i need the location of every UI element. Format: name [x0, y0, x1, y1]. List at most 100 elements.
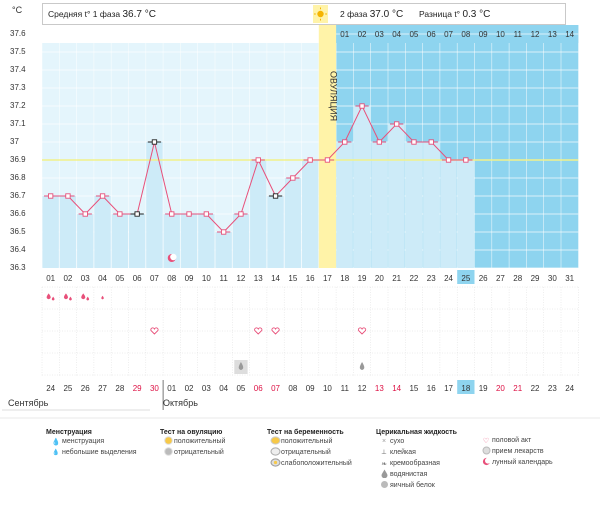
- legend-label: клейкая: [390, 449, 416, 456]
- cycle-day-label: 31: [565, 274, 574, 283]
- temperature-bar: [59, 196, 77, 268]
- cycle-day-label: 27: [496, 274, 505, 283]
- legend-cervical: Церикальная жидкость × сухо ⟂ клейкая ❧ кре…: [376, 429, 457, 491]
- diff-value: 0.3 °C: [462, 9, 491, 20]
- legend-title: Церикальная жидкость: [376, 429, 457, 436]
- header-phase2-bg: [330, 4, 565, 24]
- legend-other: ♡ половой акт прием лекарств лунный кален…: [480, 435, 553, 468]
- y-tick-label: 37.4: [10, 65, 26, 74]
- cycle-day-label: 21: [392, 274, 401, 283]
- temperature-point: [134, 211, 140, 217]
- temperature-point: [82, 211, 88, 217]
- temperature-bar: [250, 160, 267, 268]
- current-day-highlight: [457, 270, 475, 284]
- intercourse-heart-icon: [254, 327, 263, 335]
- temperature-point: [65, 193, 71, 199]
- menstruation-drop-icon: [81, 293, 86, 300]
- y-tick-label: 36.7: [10, 191, 26, 200]
- temperature-bar: [163, 214, 180, 268]
- month-label-october: Октябрь: [163, 398, 198, 408]
- temperature-point: [203, 211, 209, 217]
- temperature-point: [272, 193, 279, 199]
- intercourse-heart-icon: [150, 327, 159, 335]
- menstruation-drop-icon: [63, 293, 68, 300]
- cycle-day-label: 01: [46, 274, 55, 283]
- temperature-point: [290, 175, 296, 181]
- menstruation-drop-icon: [69, 296, 72, 301]
- cycle-day-label: 29: [531, 274, 540, 283]
- calendar-date-label: 06: [254, 384, 263, 393]
- day-row-background: [42, 270, 579, 284]
- calendar-date-label: 21: [513, 384, 522, 393]
- phase2-day-label: 04: [392, 30, 401, 39]
- calendar-date-label: 05: [236, 384, 245, 393]
- temperature-bar: [146, 142, 163, 268]
- legend-label: положительный: [174, 438, 226, 445]
- temperature-point: [255, 157, 261, 163]
- drop-large-icon: 💧: [51, 438, 61, 446]
- month-label-september: Сентябрь: [8, 398, 49, 408]
- y-tick-label: 37.6: [10, 29, 26, 38]
- temperature-bar: [457, 160, 474, 268]
- menstruation-drop-icon: [51, 296, 55, 301]
- cycle-day-label: 10: [202, 274, 211, 283]
- temperature-point: [99, 193, 106, 199]
- phase2-day-label: 05: [409, 30, 418, 39]
- sun-icon: [313, 5, 328, 23]
- calendar-date-label: 13: [375, 384, 384, 393]
- calendar-date-label: 08: [288, 384, 297, 393]
- temperature-bar: [94, 196, 111, 268]
- calendar-date-label: 25: [63, 384, 72, 393]
- legend-label: отрицательный: [174, 449, 224, 456]
- calendar-date-label: 12: [358, 384, 367, 393]
- calendar-date-label: 17: [444, 384, 453, 393]
- phase2-day-label: 03: [375, 30, 384, 39]
- cycle-day-label: 19: [358, 274, 367, 283]
- dry-icon: ×: [381, 438, 387, 445]
- watery-icon: [378, 469, 390, 480]
- cycle-day-label: 26: [479, 274, 488, 283]
- temperature-point: [186, 211, 192, 217]
- cycle-day-label: 25: [461, 274, 470, 283]
- calendar-date-label: 07: [271, 384, 280, 393]
- cycle-day-label: 05: [115, 274, 124, 283]
- temperature-point: [307, 157, 313, 163]
- phase2-day-label: 13: [548, 30, 557, 39]
- calendar-date-label: 14: [392, 384, 401, 393]
- calendar-date-label: 27: [98, 384, 107, 393]
- phase2-day-label: 14: [565, 30, 574, 39]
- calendar-date-label: 23: [548, 384, 557, 393]
- egg-white-icon: [378, 480, 390, 491]
- cycle-day-label: 24: [444, 274, 453, 283]
- diff-label: Разница t°: [419, 9, 461, 19]
- phase1-label: Средняя t° 1 фаза: [48, 9, 121, 19]
- temperature-bar: [440, 160, 457, 268]
- phase2-day-label: 10: [496, 30, 505, 39]
- temperature-point: [117, 211, 123, 217]
- calendar-date-label: 24: [46, 384, 55, 393]
- y-tick-label: 36.5: [10, 227, 26, 236]
- legend-label: прием лекарств: [492, 448, 544, 455]
- phase1-value: 36.7 °C: [122, 9, 156, 20]
- unit-label: °C: [12, 5, 23, 15]
- cycle-day-label: 08: [167, 274, 176, 283]
- calendar-date-label: 18: [461, 384, 470, 393]
- legend-ovulation-test: Тест на овуляцию положительный отрицател…: [160, 429, 225, 458]
- temperature-bar: [111, 214, 128, 268]
- temperature-point: [463, 157, 469, 163]
- calendar-date-label: 16: [427, 384, 436, 393]
- phase1-average: Средняя t° 1 фаза 36.7 °C: [48, 9, 156, 20]
- cycle-day-label: 03: [81, 274, 90, 283]
- intercourse-heart-icon: [357, 327, 367, 335]
- phase2-day-label: 01: [340, 30, 349, 39]
- calendar-date-label: 09: [306, 384, 315, 393]
- phase2-day-label: 12: [531, 30, 540, 39]
- heart-icon: ♡: [482, 437, 490, 445]
- cycle-day-label: 30: [548, 274, 557, 283]
- y-tick-label: 37: [10, 137, 19, 146]
- positive-test-icon: [162, 436, 174, 447]
- drop-small-icon: 💧: [52, 450, 60, 456]
- cycle-day-label: 17: [323, 274, 332, 283]
- cycle-day-label: 06: [133, 274, 142, 283]
